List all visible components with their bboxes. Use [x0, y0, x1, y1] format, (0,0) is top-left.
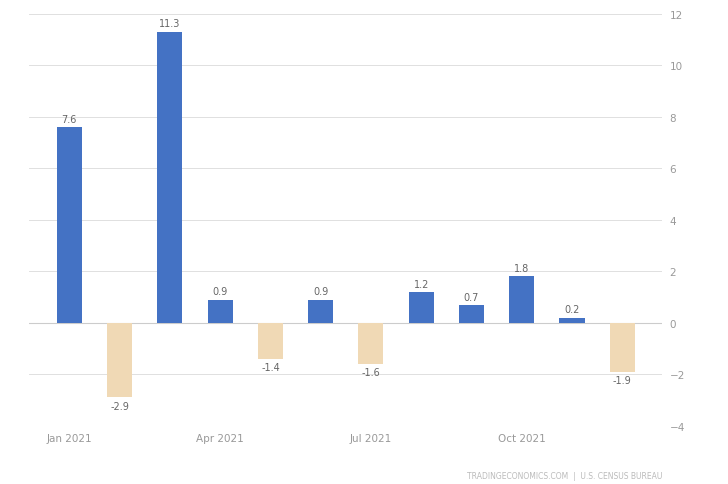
Bar [157, 32, 183, 323]
Bar [408, 292, 434, 323]
Bar [358, 323, 384, 364]
Text: 1.8: 1.8 [514, 264, 529, 274]
Text: 0.9: 0.9 [313, 287, 328, 297]
Text: 0.2: 0.2 [564, 305, 579, 315]
Bar [308, 300, 333, 323]
Bar [559, 318, 585, 323]
Bar [610, 323, 635, 372]
Text: 0.9: 0.9 [213, 287, 228, 297]
Text: 1.2: 1.2 [414, 279, 429, 289]
Text: 7.6: 7.6 [62, 115, 77, 124]
Text: 0.7: 0.7 [464, 292, 479, 302]
Bar [258, 323, 283, 359]
Bar [207, 300, 233, 323]
Text: -2.9: -2.9 [110, 401, 129, 411]
Bar [57, 128, 82, 323]
Text: -1.6: -1.6 [362, 367, 380, 377]
Text: -1.9: -1.9 [613, 375, 632, 385]
Text: TRADINGECONOMICS.COM  |  U.S. CENSUS BUREAU: TRADINGECONOMICS.COM | U.S. CENSUS BUREA… [467, 471, 662, 480]
Bar [509, 277, 534, 323]
Text: -1.4: -1.4 [261, 362, 280, 372]
Bar [459, 305, 484, 323]
Text: 11.3: 11.3 [159, 19, 181, 30]
Bar [107, 323, 132, 398]
